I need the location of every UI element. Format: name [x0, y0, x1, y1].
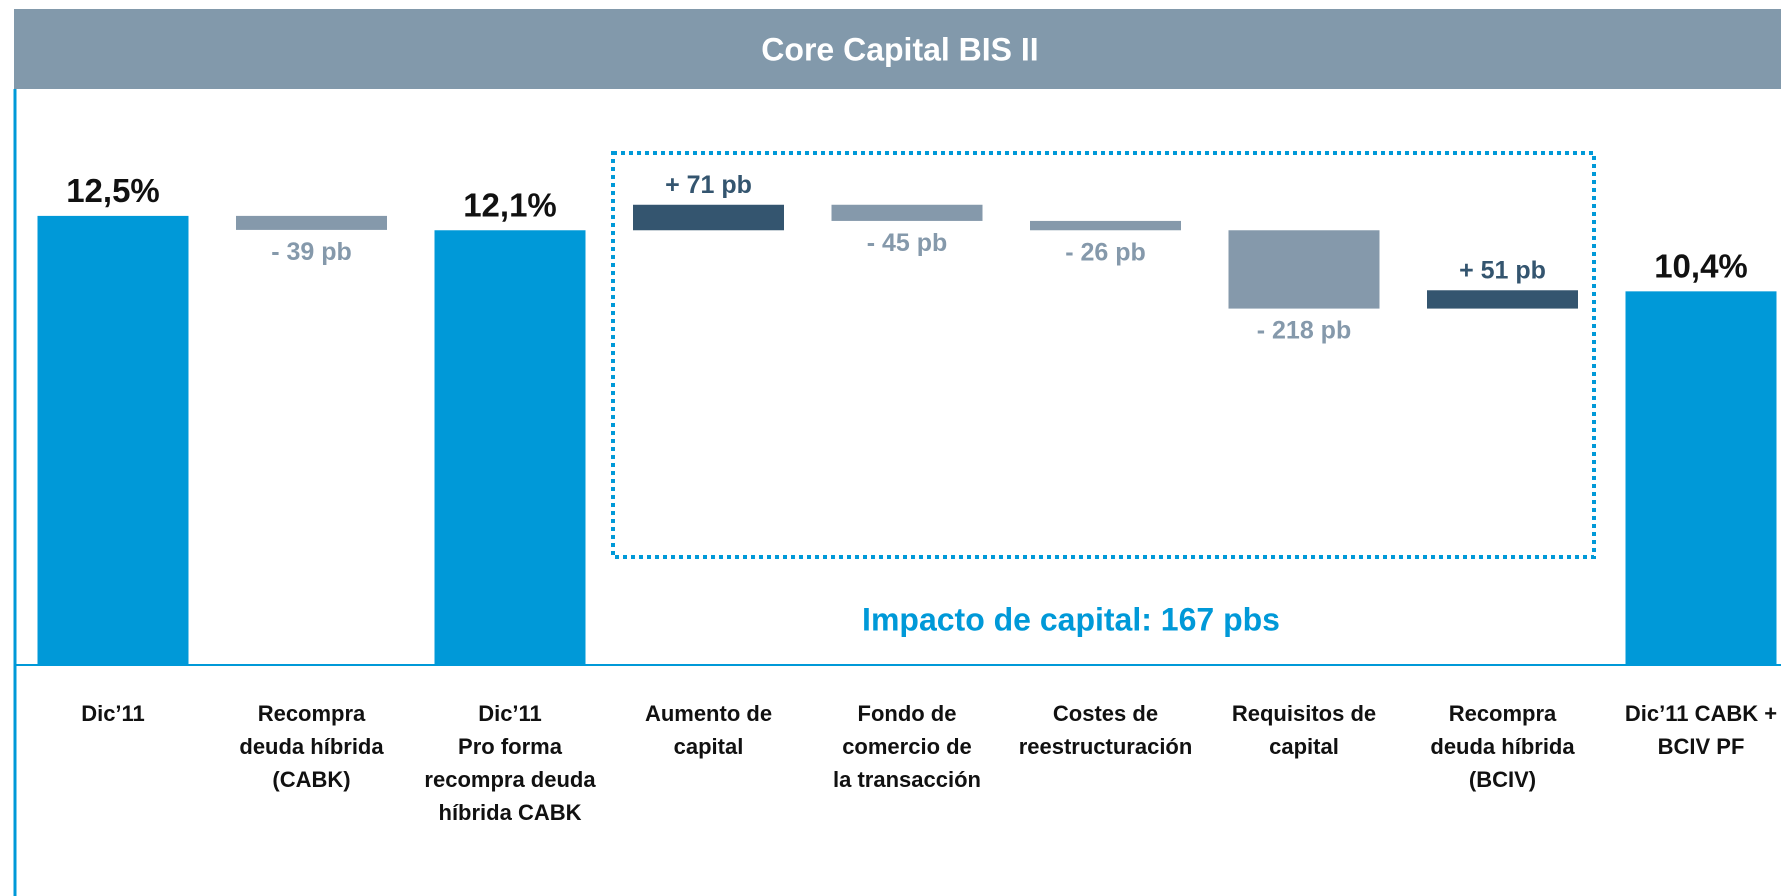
x-tick-label: Dic’11 CABK + BCIV PF — [1624, 701, 1778, 759]
bar — [434, 230, 586, 665]
x-tick-label: Costes de reestructuración — [1018, 701, 1193, 759]
bar — [37, 215, 189, 665]
x-tick-label: Requisitos de capital — [1231, 701, 1377, 759]
bar — [831, 204, 983, 221]
bar — [1030, 220, 1181, 231]
value-label: - 45 pb — [867, 229, 948, 257]
annotation: Impacto de capital: 167 pbs — [862, 601, 1280, 637]
bar — [1228, 230, 1380, 309]
value-label: - 39 pb — [271, 238, 352, 266]
bar — [633, 204, 784, 231]
title-bar — [14, 9, 1781, 89]
value-label: - 218 pb — [1257, 317, 1351, 345]
value-label: 10,4% — [1654, 247, 1748, 284]
value-label: - 26 pb — [1065, 238, 1146, 266]
x-tick-label: Aumento de capital — [644, 701, 773, 759]
chart-title: Core Capital BIS II — [761, 31, 1038, 67]
bar — [236, 215, 387, 230]
x-tick-label: Recompra deuda híbrida (BCIV) — [1430, 701, 1575, 792]
value-label: 12,5% — [66, 172, 160, 209]
value-label: 12,1% — [463, 186, 557, 223]
highlight-box — [611, 151, 1596, 559]
x-tick-label: Recompra deuda híbrida (CABK) — [239, 701, 384, 792]
x-tick-label: Fondo de comercio de la transacción — [833, 701, 981, 792]
x-tick-label: Dic’11 — [81, 701, 145, 726]
value-label: + 71 pb — [665, 171, 752, 199]
x-tick-label: Dic’11 Pro forma recompra deuda híbrida … — [424, 701, 596, 825]
value-label: + 51 pb — [1459, 256, 1546, 284]
bar — [1427, 290, 1578, 309]
bar — [1625, 291, 1777, 665]
